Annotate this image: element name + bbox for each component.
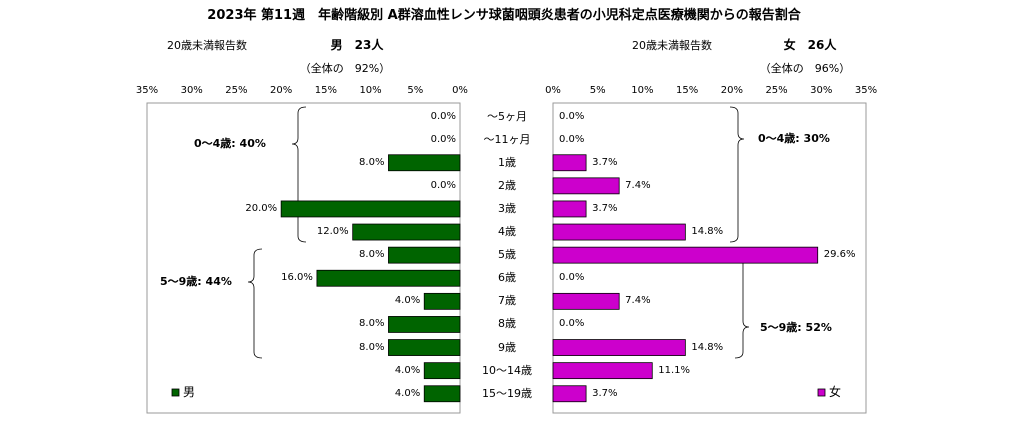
male-bracket-0-4 [291,106,307,243]
category-label: 6歳 [498,271,516,285]
category-label: 10～14歳 [482,363,532,377]
male-share: （全体の 92%） [299,62,391,75]
male-axis-tick: 5% [407,85,424,96]
female-bar [552,362,653,380]
category-label: 1歳 [498,155,516,169]
male-bar [280,200,461,218]
female-axis-tick: 20% [720,85,743,96]
female-axis-tick: 25% [765,85,788,96]
female-legend-swatch [817,388,826,397]
male-bar [352,223,461,241]
male-value-label: 4.0% [394,295,421,307]
male-legend-swatch [171,388,180,397]
male-bar [388,316,461,333]
male-value-label: 0.0% [430,133,456,145]
category-label: ～5ヶ月 [487,109,527,123]
category-label: 4歳 [498,225,516,239]
male-axis-tick: 20% [270,85,293,96]
category-label: 8歳 [498,317,516,331]
female-axis-tick: 5% [589,85,606,96]
female-0-4-annotation: 0～4歳: 30% [758,132,830,145]
male-value-label: 20.0% [245,202,278,214]
category-label: ～11ヶ月 [483,132,531,146]
male-5-9-annotation: 5～9歳: 44% [160,275,232,288]
male-value-label: 0.0% [430,179,456,191]
female-value-label: 14.8% [691,226,724,238]
female-value-label: 29.6% [823,249,856,261]
male-value-label: 4.0% [394,387,421,399]
female-value-label: 7.4% [625,295,651,307]
female-bar [552,200,587,218]
chart-title: 2023年 第11週 年齢階級別 A群溶血性レンサ球菌咽頭炎患者の小児科定点医療… [207,8,801,23]
female-value-label: 0.0% [559,110,585,122]
female-value-label: 14.8% [691,341,724,353]
male-under20-label: 20歳未満報告数 [167,39,247,52]
female-value-label: 3.7% [592,202,618,214]
female-bars [552,154,819,403]
male-axis-tick: 30% [180,85,203,96]
female-axis-tick: 15% [676,85,699,96]
female-bar [552,177,620,195]
male-value-label: 12.0% [316,226,349,238]
male-bar [388,154,461,172]
male-bar [423,292,461,310]
female-share: （全体の 96%） [759,62,851,75]
female-count: 女 26人 [783,38,837,52]
category-label: 15～19歳 [482,386,532,400]
male-bar [388,339,461,356]
female-5-9-annotation: 5～9歳: 52% [760,321,832,334]
male-axis-tick: 0% [452,85,468,96]
male-value-label: 8.0% [359,249,385,261]
category-label: 5歳 [498,248,516,262]
female-axis-tick: 0% [545,85,561,96]
female-legend-label: 女 [829,385,842,399]
male-axis-tick: 10% [359,85,382,96]
category-label: 7歳 [498,294,516,308]
category-label: 9歳 [498,340,516,354]
female-bar [552,292,620,310]
female-value-label: 3.7% [592,387,618,399]
male-bar [423,385,461,403]
female-bar [552,154,587,172]
male-axis-tick: 25% [225,85,248,96]
category-label: 3歳 [498,201,516,215]
male-axis-tick: 35% [135,85,159,96]
male-bars [280,154,461,403]
male-legend-label: 男 [183,385,196,399]
female-axis-tick: 10% [631,85,654,96]
female-value-label: 0.0% [559,133,585,145]
female-bar [552,385,587,403]
male-axis-tick: 15% [314,85,337,96]
male-value-label: 0.0% [430,110,456,122]
female-under20-label: 20歳未満報告数 [632,39,712,52]
male-value-label: 4.0% [394,364,421,376]
male-bar [423,362,461,380]
male-value-label: 8.0% [359,318,385,330]
category-label: 2歳 [498,178,516,192]
female-value-label: 11.1% [658,364,691,376]
female-axis-tick: 30% [810,85,833,96]
female-bar [552,339,686,356]
male-bar [316,269,461,287]
female-bracket-0-4 [729,106,745,243]
male-bar [388,246,461,264]
female-bracket-5-9 [734,248,750,359]
male-count: 男 23人 [330,38,384,52]
male-value-label: 8.0% [359,156,385,168]
female-value-label: 0.0% [559,318,585,330]
female-value-label: 0.0% [559,272,585,284]
male-bracket-5-9 [247,248,263,359]
female-value-label: 7.4% [625,179,651,191]
female-bar [552,223,686,241]
male-value-label: 16.0% [281,272,313,284]
male-value-label: 8.0% [359,341,385,353]
female-value-label: 3.7% [592,156,618,168]
female-axis-tick: 35% [854,85,878,96]
female-bar [552,246,819,264]
male-0-4-annotation: 0～4歳: 40% [194,137,266,150]
